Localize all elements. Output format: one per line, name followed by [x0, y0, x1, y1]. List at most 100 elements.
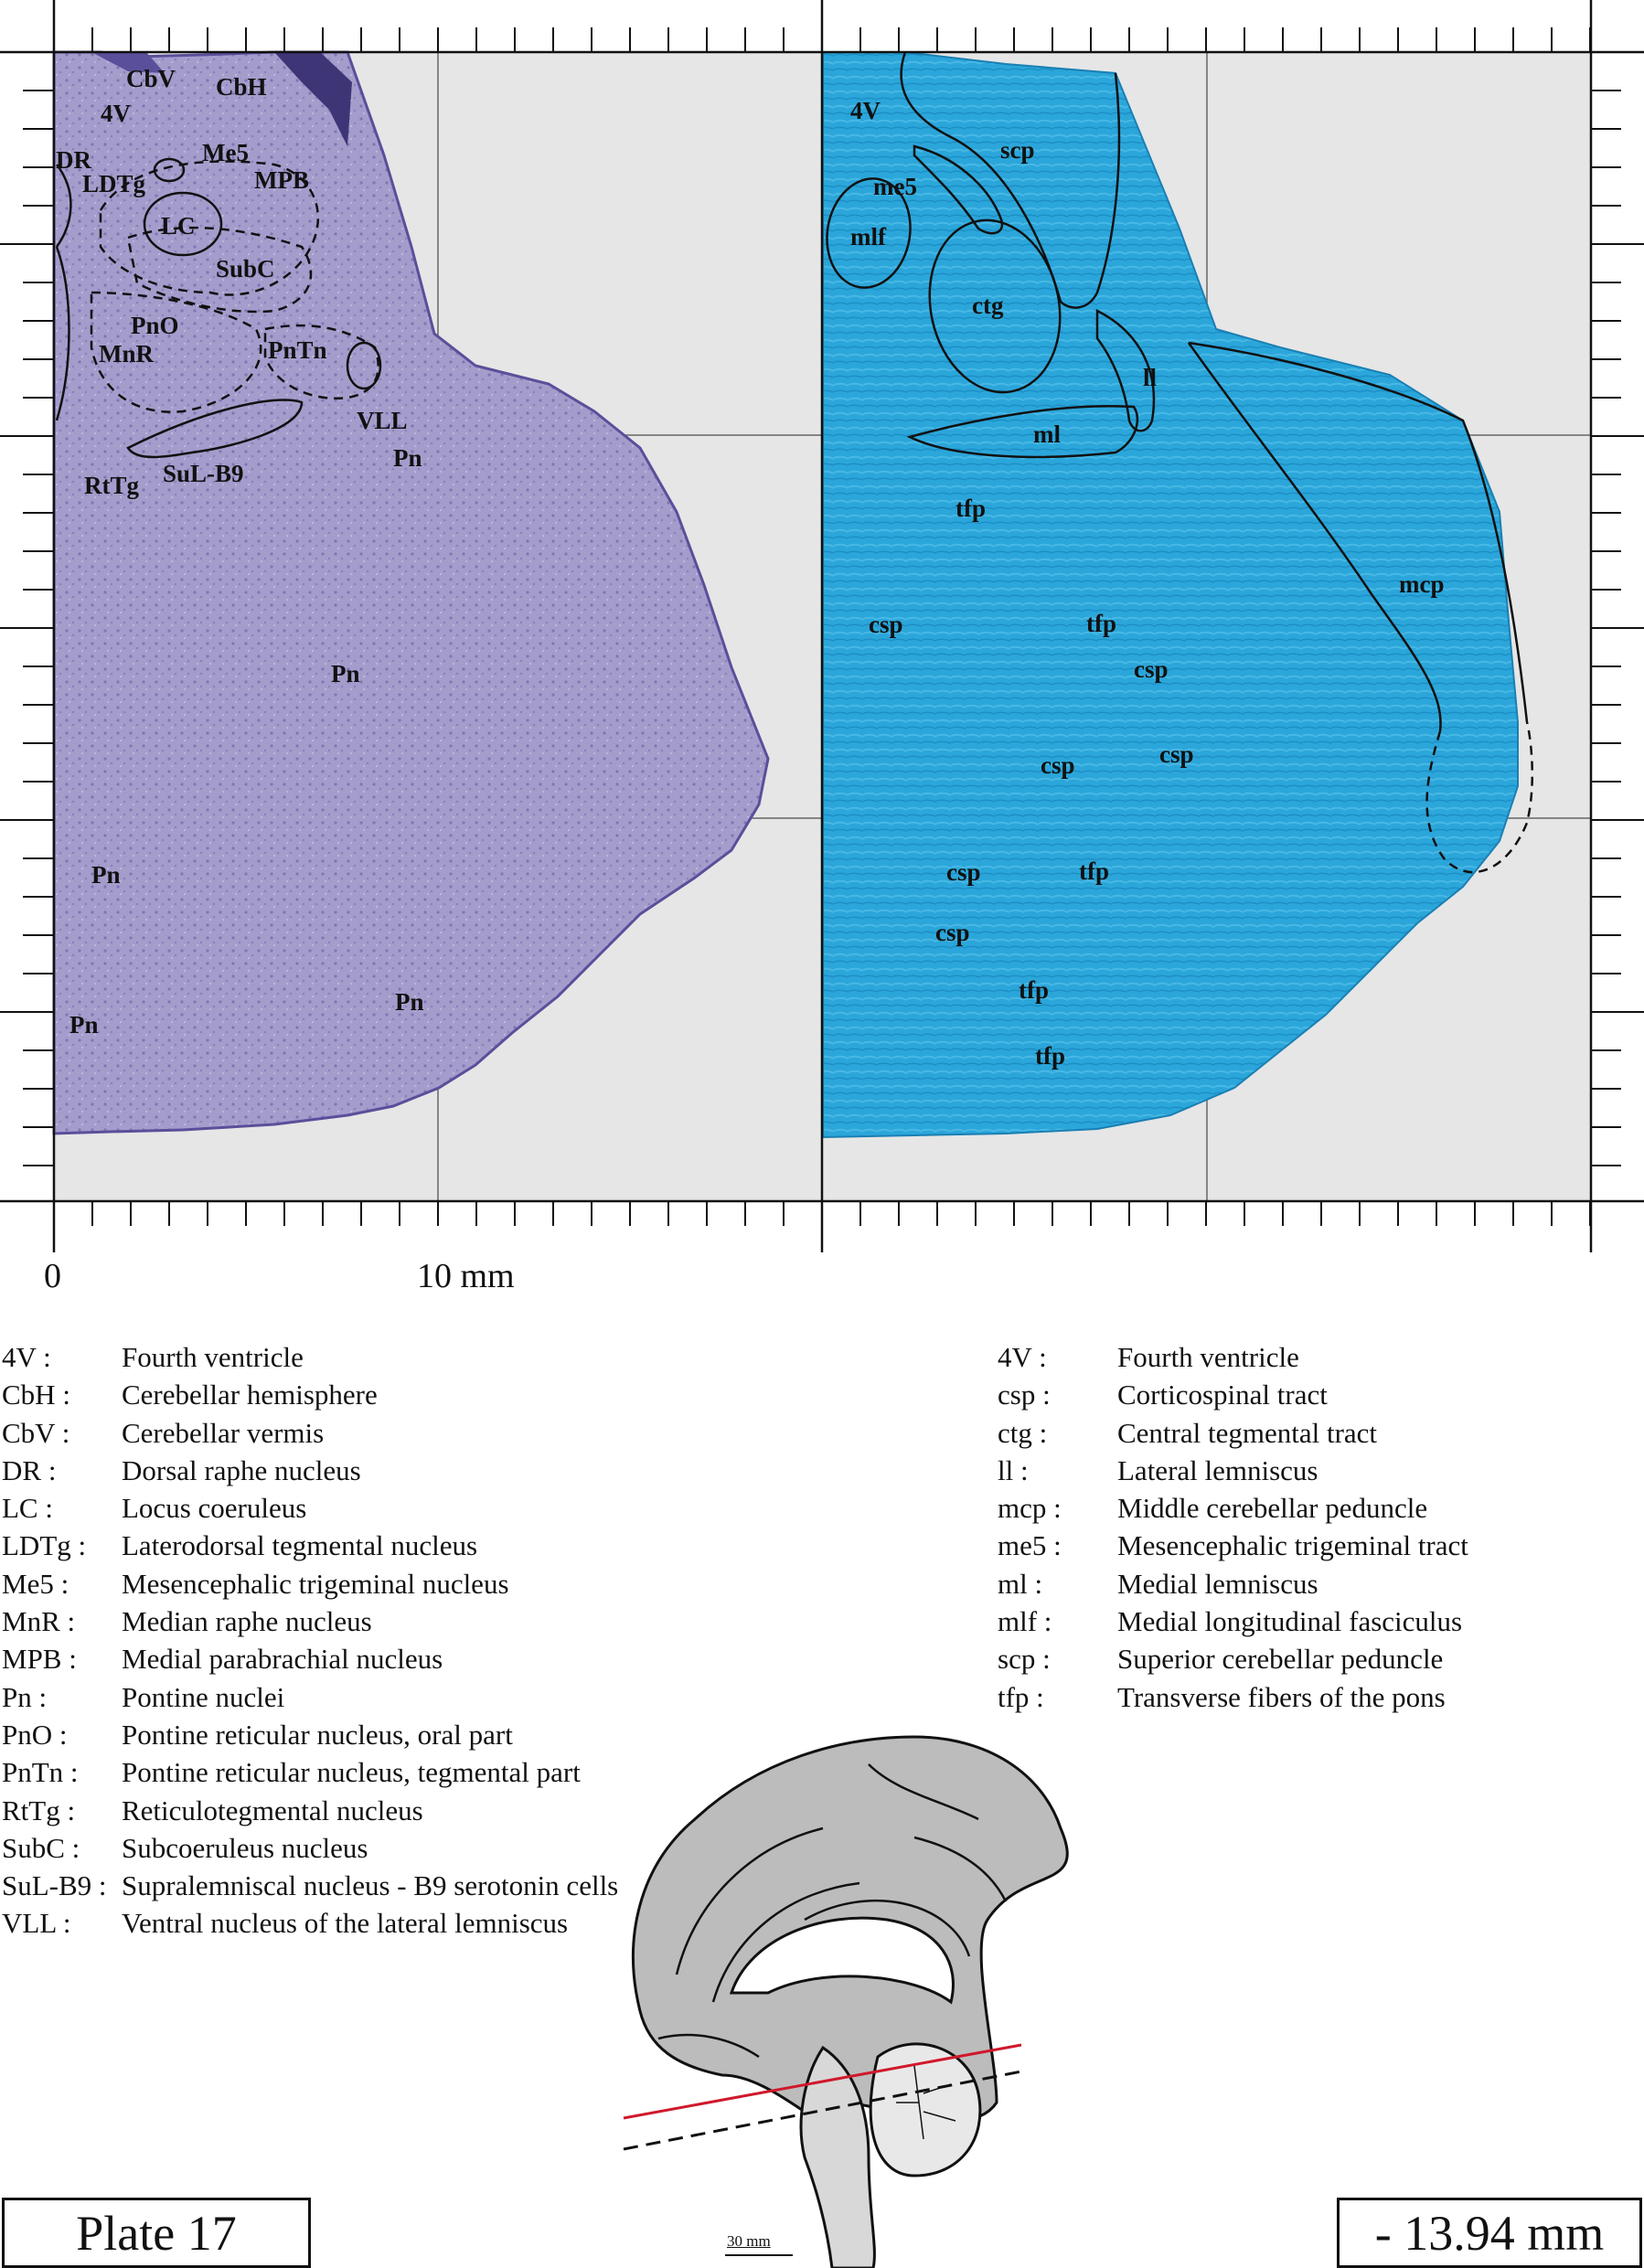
- label-ctg: ctg: [972, 292, 1004, 319]
- label-csp-2: csp: [1134, 655, 1169, 683]
- legend-abbreviation: DR :: [2, 1453, 57, 1486]
- label-subc: SubC: [216, 255, 275, 282]
- legend-description: Medial lemniscus: [1117, 1567, 1318, 1600]
- label-pn-1: Pn: [393, 444, 422, 472]
- legend-description: Medial parabrachial nucleus: [122, 1643, 443, 1676]
- brain-inset: [623, 1735, 1069, 2268]
- label-mpb: MPB: [254, 166, 309, 194]
- legend-row: MnR : Median raphe nucleus: [2, 1603, 618, 1640]
- scale-ten-label: 10 mm: [417, 1257, 515, 1295]
- label-cbv: CbV: [126, 65, 176, 92]
- label-tfp-1: tfp: [955, 495, 986, 522]
- label-pn-4: Pn: [395, 988, 424, 1016]
- legend-description: Corticospinal tract: [1117, 1379, 1328, 1411]
- section-line-red: [623, 2043, 1022, 2120]
- legend-row: RtTg : Reticulotegmental nucleus: [2, 1792, 618, 1829]
- legend-row: LC : Locus coeruleus: [2, 1489, 618, 1527]
- label-csp-5: csp: [946, 858, 981, 886]
- frame: [0, 0, 1644, 1252]
- label-sul-b9: SuL-B9: [163, 460, 244, 487]
- mcp-tip-dashed: [1425, 721, 1533, 874]
- legend-description: Mesencephalic trigeminal nucleus: [122, 1567, 509, 1600]
- legend-row: me5 : Mesencephalic trigeminal tract: [998, 1527, 1468, 1564]
- legend-abbreviation: me5 :: [998, 1529, 1062, 1562]
- legend-row: 4V : Fourth ventricle: [2, 1338, 618, 1376]
- legend-abbreviation: ctg :: [998, 1416, 1048, 1449]
- legend-abbreviation: 4V :: [998, 1341, 1047, 1373]
- legend-description: Supralemniscal nucleus - B9 serotonin ce…: [122, 1869, 619, 1902]
- left-dashed-outlines: [90, 160, 379, 413]
- legend-abbreviation: mcp :: [998, 1492, 1062, 1525]
- label-tfp-5: tfp: [1035, 1042, 1065, 1070]
- cerebellum: [869, 2042, 982, 2177]
- legend-description: Subcoeruleus nucleus: [122, 1831, 368, 1864]
- label-scp: scp: [1000, 136, 1035, 164]
- legend-row: VLL : Ventral nucleus of the lateral lemn…: [2, 1904, 618, 1942]
- scale-zero-label: 0: [44, 1257, 61, 1295]
- legend-row: ll : Lateral lemniscus: [998, 1452, 1468, 1489]
- label-me5: Me5: [202, 139, 249, 166]
- legend-description: Fourth ventricle: [122, 1341, 304, 1373]
- label-cbh: CbH: [216, 73, 267, 101]
- legend-left: 4V : Fourth ventricle CbH : Cerebellar hemi…: [2, 1338, 618, 1943]
- legend-description: Central tegmental tract: [1117, 1416, 1378, 1449]
- legend-row: csp : Corticospinal tract: [998, 1376, 1468, 1413]
- label-ldtg: LDTg: [82, 170, 146, 197]
- label-csp-4: csp: [1159, 740, 1194, 768]
- label-pn-5: Pn: [69, 1011, 99, 1038]
- legend-row: 4V : Fourth ventricle: [998, 1338, 1468, 1376]
- legend-abbreviation: CbH :: [2, 1379, 70, 1411]
- legend-description: Cerebellar hemisphere: [122, 1379, 378, 1411]
- legend-abbreviation: LDTg :: [2, 1529, 87, 1562]
- axis-ticks: [0, 27, 1644, 1226]
- legend-row: SuL-B9 : Supralemniscal nucleus - B9 sero…: [2, 1867, 618, 1904]
- legend-description: Superior cerebellar peduncle: [1117, 1643, 1444, 1676]
- label-rttg: RtTg: [84, 472, 139, 499]
- legend-row: PnO : Pontine reticular nucleus, oral par…: [2, 1716, 618, 1753]
- legend-description: Medial longitudinal fasciculus: [1117, 1605, 1463, 1638]
- legend-abbreviation: 4V :: [2, 1341, 51, 1373]
- nissl-section: [52, 50, 770, 1135]
- legend-row: LDTg : Laterodorsal tegmental nucleus: [2, 1527, 618, 1564]
- legend-row: scp : Superior cerebellar peduncle: [998, 1640, 1468, 1677]
- legend-abbreviation: Pn :: [2, 1680, 48, 1713]
- label-mcp: mcp: [1399, 570, 1445, 598]
- label-mnr: MnR: [99, 340, 155, 367]
- legend-abbreviation: Me5 :: [2, 1567, 69, 1600]
- legend-description: Transverse fibers of the pons: [1117, 1680, 1446, 1713]
- legend-description: Pontine reticular nucleus, oral part: [122, 1718, 513, 1751]
- legend-description: Pontine nuclei: [122, 1680, 285, 1713]
- legend-abbreviation: mlf :: [998, 1605, 1052, 1638]
- label-csp-3: csp: [1041, 751, 1075, 779]
- label-ml: ml: [1033, 421, 1061, 448]
- legend-description: Lateral lemniscus: [1117, 1453, 1318, 1486]
- legend-abbreviation: MPB :: [2, 1643, 77, 1676]
- left-nucleus-outlines: [55, 157, 382, 459]
- coordinate-label: - 13.94 mm: [1337, 2198, 1642, 2268]
- label-me5-right: me5: [873, 173, 917, 200]
- label-lc: LC: [161, 212, 196, 240]
- label-pn-2: Pn: [331, 660, 360, 687]
- plate-label: Plate 17: [2, 2198, 311, 2268]
- legend-abbreviation: VLL :: [2, 1907, 71, 1940]
- legend-description: Pontine reticular nucleus, tegmental par…: [122, 1756, 581, 1789]
- legend-description: Mesencephalic trigeminal tract: [1117, 1529, 1468, 1562]
- label-ll: ll: [1143, 364, 1158, 391]
- legend-description: Laterodorsal tegmental nucleus: [122, 1529, 478, 1562]
- legend-description: Reticulotegmental nucleus: [122, 1794, 423, 1826]
- legend-abbreviation: tfp :: [998, 1680, 1044, 1713]
- cerebellar-fold: [274, 52, 352, 146]
- legend-abbreviation: csp :: [998, 1379, 1051, 1411]
- legend-abbreviation: LC :: [2, 1492, 53, 1525]
- right-tract-outlines: [826, 51, 1529, 732]
- legend-description: Median raphe nucleus: [122, 1605, 372, 1638]
- label-pno: PnO: [131, 312, 179, 339]
- legend-abbreviation: RtTg :: [2, 1794, 76, 1826]
- label-tfp-2: tfp: [1086, 610, 1116, 637]
- label-mlf: mlf: [850, 223, 887, 250]
- label-pntn: PnTn: [268, 336, 327, 364]
- legend-description: Dorsal raphe nucleus: [122, 1453, 361, 1486]
- legend-right: 4V : Fourth ventricle csp : Corticospinal t…: [998, 1338, 1468, 1716]
- legend-abbreviation: ll :: [998, 1453, 1029, 1486]
